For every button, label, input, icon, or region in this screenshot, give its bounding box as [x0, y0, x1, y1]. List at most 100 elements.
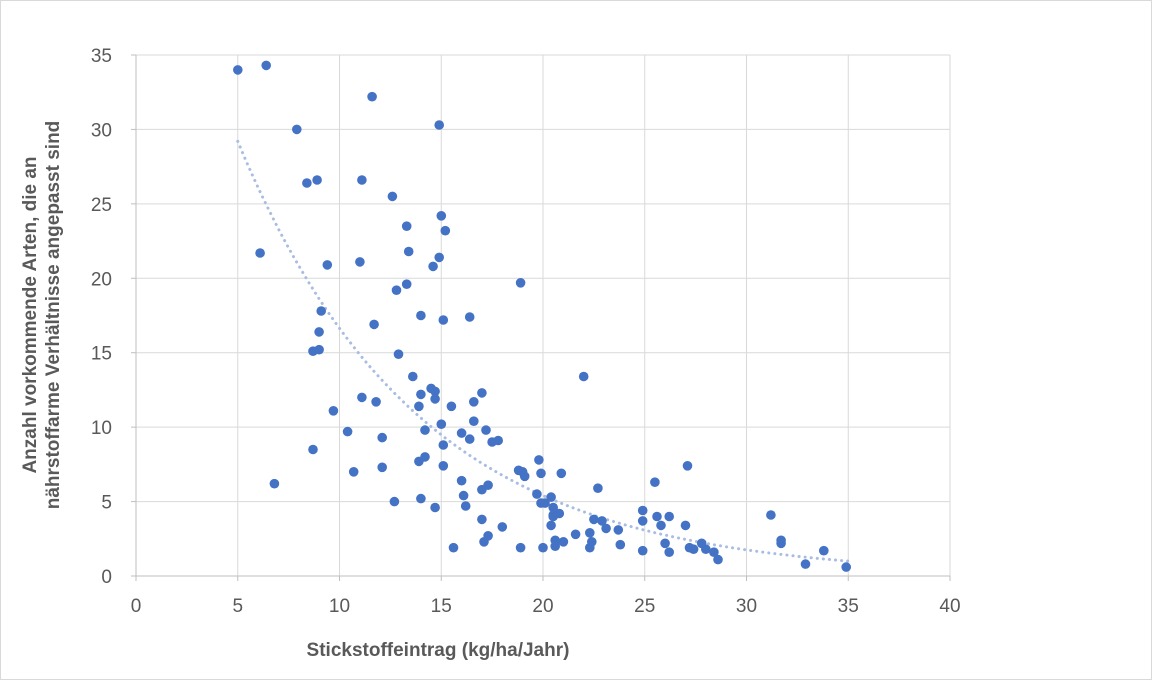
- data-point: [534, 455, 544, 465]
- data-point: [438, 315, 449, 325]
- data-point: [558, 537, 569, 547]
- data-point: [436, 419, 447, 430]
- data-point: [536, 468, 546, 479]
- data-point: [701, 544, 711, 554]
- data-point: [367, 91, 377, 102]
- y-tick-label: 15: [91, 344, 112, 365]
- y-tick-label: 0: [101, 567, 112, 588]
- x-tick-label: 15: [431, 596, 452, 617]
- data-points: [233, 60, 851, 572]
- data-point: [269, 478, 280, 489]
- data-point: [585, 542, 595, 553]
- data-point: [456, 428, 467, 438]
- trendline: [236, 139, 850, 563]
- x-tick-label: 20: [532, 596, 553, 617]
- x-tick-label: 35: [838, 596, 859, 617]
- data-point: [438, 461, 449, 471]
- data-point: [593, 483, 603, 494]
- data-point: [446, 401, 457, 412]
- x-tick-label: 0: [131, 596, 142, 617]
- data-point: [414, 401, 424, 412]
- data-point: [664, 547, 674, 557]
- data-point: [660, 538, 670, 549]
- trendline-path: [236, 139, 850, 563]
- data-point: [497, 522, 508, 532]
- data-point: [308, 444, 318, 455]
- y-tick-label: 35: [91, 46, 112, 67]
- data-point: [233, 65, 243, 75]
- data-point: [538, 542, 548, 553]
- data-point: [430, 394, 440, 404]
- data-point: [570, 529, 581, 540]
- data-point: [312, 175, 322, 185]
- data-point: [355, 257, 365, 267]
- data-point: [460, 501, 471, 511]
- data-point: [532, 489, 542, 499]
- data-point: [597, 516, 607, 526]
- data-point: [448, 542, 459, 553]
- data-point: [261, 60, 272, 71]
- data-point: [440, 225, 451, 236]
- data-point: [841, 562, 851, 572]
- data-point: [436, 211, 447, 221]
- data-point: [456, 475, 467, 486]
- data-point: [377, 462, 388, 473]
- data-point: [391, 285, 402, 296]
- data-point: [314, 344, 324, 355]
- data-point: [548, 511, 558, 522]
- data-point: [652, 511, 662, 522]
- axes: [131, 54, 951, 581]
- data-point: [316, 306, 327, 316]
- data-point: [389, 496, 400, 507]
- data-point: [776, 538, 786, 549]
- data-point: [428, 261, 438, 272]
- x-tick-label: 10: [329, 596, 350, 617]
- data-point: [416, 310, 426, 321]
- data-point: [414, 456, 424, 467]
- x-tick-label: 25: [634, 596, 655, 617]
- data-point: [434, 252, 445, 263]
- data-point: [550, 541, 560, 551]
- data-point: [556, 468, 567, 479]
- data-point: [800, 559, 811, 569]
- data-point: [458, 490, 469, 501]
- data-point: [519, 471, 530, 482]
- data-point: [637, 516, 648, 526]
- data-point: [416, 493, 426, 504]
- data-point: [342, 426, 353, 437]
- data-point: [481, 425, 491, 435]
- data-point: [601, 523, 611, 534]
- data-point: [469, 397, 479, 407]
- data-point: [546, 520, 556, 531]
- data-point: [371, 397, 381, 407]
- data-point: [401, 221, 412, 231]
- data-point: [819, 545, 829, 556]
- data-point: [680, 520, 691, 531]
- x-axis-title: Stickstoffeintrag (kg/ha/Jahr): [307, 640, 570, 661]
- y-axis-tick-labels: 0 5 10 15 20 25 30 35: [91, 46, 112, 588]
- data-point: [322, 260, 333, 270]
- x-tick-label: 5: [232, 596, 243, 617]
- data-point: [615, 539, 626, 550]
- data-point: [766, 510, 776, 520]
- data-point: [403, 246, 414, 257]
- data-point: [408, 371, 418, 382]
- data-point: [548, 502, 558, 513]
- gridlines: [136, 54, 951, 576]
- data-point: [430, 502, 440, 513]
- data-point: [613, 525, 624, 535]
- y-tick-label: 20: [91, 269, 112, 290]
- data-point: [688, 544, 699, 554]
- data-point: [369, 319, 379, 330]
- data-point: [464, 434, 475, 444]
- data-point: [540, 498, 550, 508]
- data-point: [328, 406, 339, 416]
- data-point: [546, 492, 556, 502]
- data-point: [515, 278, 526, 288]
- data-point: [477, 388, 487, 398]
- data-point: [585, 528, 595, 538]
- data-point: [515, 542, 526, 553]
- x-tick-label: 40: [939, 596, 960, 617]
